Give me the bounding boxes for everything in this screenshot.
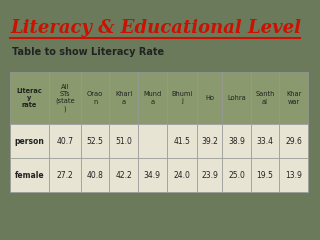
Text: All
STs
(state
): All STs (state ) <box>55 84 75 112</box>
Text: Santh
al: Santh al <box>255 91 275 104</box>
Text: 51.0: 51.0 <box>115 137 132 145</box>
Text: 23.9: 23.9 <box>201 170 218 180</box>
Text: Bhumi
j: Bhumi j <box>171 91 192 104</box>
Text: 33.4: 33.4 <box>257 137 274 145</box>
Text: Literac
y
rate: Literac y rate <box>17 88 42 108</box>
Bar <box>167 124 197 158</box>
Bar <box>109 72 138 124</box>
Bar <box>197 72 222 124</box>
Bar <box>197 158 222 192</box>
Text: Mund
a: Mund a <box>143 91 161 104</box>
Bar <box>222 158 251 192</box>
Bar <box>49 158 81 192</box>
Bar <box>49 72 81 124</box>
Bar <box>167 72 197 124</box>
Text: 24.0: 24.0 <box>173 170 190 180</box>
Text: 40.8: 40.8 <box>87 170 103 180</box>
Bar <box>251 72 279 124</box>
Bar <box>251 158 279 192</box>
Bar <box>81 158 109 192</box>
Bar <box>222 124 251 158</box>
Bar <box>81 72 109 124</box>
Bar <box>109 124 138 158</box>
Text: 39.2: 39.2 <box>201 137 218 145</box>
Text: 40.7: 40.7 <box>56 137 73 145</box>
Text: 13.9: 13.9 <box>285 170 302 180</box>
Bar <box>138 72 167 124</box>
Bar <box>10 124 49 158</box>
Text: 19.5: 19.5 <box>257 170 274 180</box>
Text: Orao
n: Orao n <box>87 91 103 104</box>
Text: 27.2: 27.2 <box>56 170 73 180</box>
Text: 42.2: 42.2 <box>115 170 132 180</box>
Text: 25.0: 25.0 <box>228 170 245 180</box>
Bar <box>279 72 308 124</box>
Bar <box>167 158 197 192</box>
Bar <box>279 124 308 158</box>
Bar <box>10 72 49 124</box>
Text: 38.9: 38.9 <box>228 137 245 145</box>
Bar <box>279 158 308 192</box>
Text: Table to show Literacy Rate: Table to show Literacy Rate <box>12 47 164 57</box>
Text: Khari
a: Khari a <box>115 91 132 104</box>
Bar <box>81 124 109 158</box>
Text: female: female <box>14 170 44 180</box>
Bar <box>222 72 251 124</box>
Text: Ho: Ho <box>205 95 214 101</box>
Bar <box>197 124 222 158</box>
Bar <box>49 124 81 158</box>
Text: 29.6: 29.6 <box>285 137 302 145</box>
Text: 52.5: 52.5 <box>87 137 103 145</box>
Bar <box>138 158 167 192</box>
Text: Lohra: Lohra <box>227 95 246 101</box>
Bar <box>138 124 167 158</box>
Text: person: person <box>14 137 44 145</box>
Bar <box>10 158 49 192</box>
Text: Khar
war: Khar war <box>286 91 301 104</box>
Bar <box>251 124 279 158</box>
Text: 34.9: 34.9 <box>144 170 161 180</box>
Text: Literacy & Educational Level: Literacy & Educational Level <box>10 19 301 37</box>
Text: 41.5: 41.5 <box>173 137 190 145</box>
Bar <box>109 158 138 192</box>
